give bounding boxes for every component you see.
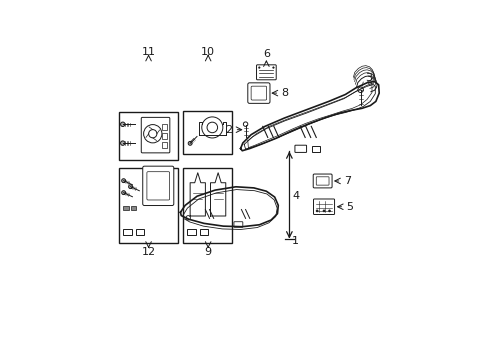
FancyBboxPatch shape	[312, 146, 320, 152]
FancyBboxPatch shape	[143, 166, 174, 206]
Circle shape	[122, 191, 125, 194]
Text: 9: 9	[205, 247, 212, 257]
FancyBboxPatch shape	[120, 112, 178, 159]
Circle shape	[121, 122, 125, 126]
FancyBboxPatch shape	[316, 177, 329, 185]
FancyBboxPatch shape	[234, 222, 243, 227]
Text: 3: 3	[365, 73, 372, 83]
FancyBboxPatch shape	[183, 168, 232, 243]
FancyBboxPatch shape	[163, 124, 168, 130]
Circle shape	[188, 141, 192, 145]
Text: 12: 12	[142, 247, 156, 257]
FancyBboxPatch shape	[313, 174, 332, 188]
Text: 10: 10	[201, 46, 215, 57]
FancyBboxPatch shape	[257, 65, 276, 80]
Text: 8: 8	[282, 88, 289, 98]
FancyBboxPatch shape	[248, 83, 270, 103]
Text: 6: 6	[263, 49, 270, 59]
Circle shape	[323, 210, 325, 212]
Circle shape	[316, 210, 318, 212]
Text: 1: 1	[292, 237, 299, 246]
Text: 2: 2	[225, 125, 232, 135]
Circle shape	[128, 185, 132, 189]
FancyBboxPatch shape	[314, 199, 335, 215]
FancyBboxPatch shape	[136, 229, 144, 235]
FancyBboxPatch shape	[295, 145, 307, 152]
Circle shape	[258, 67, 260, 68]
Text: 5: 5	[346, 202, 353, 212]
Text: 11: 11	[142, 46, 155, 57]
FancyBboxPatch shape	[187, 229, 196, 235]
FancyBboxPatch shape	[200, 229, 208, 235]
Circle shape	[122, 179, 125, 183]
FancyBboxPatch shape	[183, 111, 232, 154]
Text: 7: 7	[343, 176, 351, 186]
Circle shape	[121, 141, 125, 145]
Circle shape	[272, 67, 274, 68]
FancyBboxPatch shape	[123, 229, 132, 235]
FancyBboxPatch shape	[120, 168, 178, 243]
FancyBboxPatch shape	[147, 172, 170, 200]
FancyBboxPatch shape	[141, 117, 170, 153]
Text: 4: 4	[292, 191, 299, 201]
FancyBboxPatch shape	[123, 206, 129, 210]
Circle shape	[328, 210, 331, 212]
FancyBboxPatch shape	[251, 86, 267, 100]
FancyBboxPatch shape	[163, 133, 168, 139]
FancyBboxPatch shape	[131, 206, 136, 210]
FancyBboxPatch shape	[163, 142, 168, 148]
